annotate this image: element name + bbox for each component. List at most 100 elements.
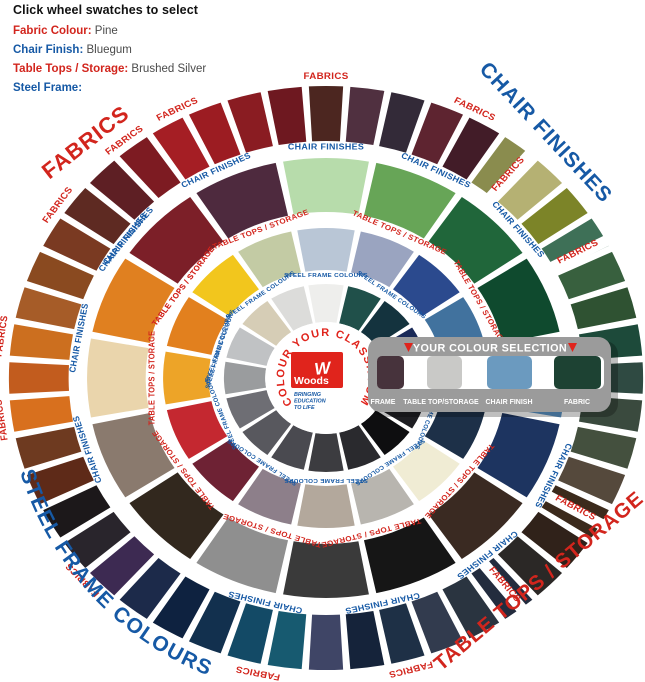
fabrics-swatch-3[interactable] [411, 102, 464, 165]
steel-frame-colours-swatch-15[interactable] [271, 286, 313, 331]
fabrics-swatch-9[interactable] [558, 251, 626, 300]
fabrics-swatch-30[interactable] [89, 536, 155, 596]
chair-finishes-swatch-3[interactable] [477, 258, 560, 344]
fabrics-swatch-5[interactable] [471, 137, 533, 199]
steel-frame-colours-swatch-8[interactable] [308, 433, 344, 473]
fabrics-swatch-14[interactable] [570, 426, 637, 469]
chair-finishes-swatch-13[interactable] [92, 258, 175, 344]
fabrics-swatch-34[interactable] [15, 426, 82, 469]
chair-finishes-swatch-10[interactable] [129, 472, 224, 559]
fabrics-swatch-38[interactable] [15, 287, 82, 330]
tagline-line: TO LIFE [294, 405, 315, 411]
fabrics-swatch-29[interactable] [119, 557, 181, 619]
fabrics-swatch-21[interactable] [411, 591, 464, 654]
fabrics-swatch-15[interactable] [558, 456, 626, 505]
fabrics-swatch-33[interactable] [26, 456, 94, 505]
selection-label: Steel Frame: [13, 82, 83, 94]
fabrics-swatch-39[interactable] [26, 251, 94, 300]
fabrics-swatch-47[interactable] [267, 86, 307, 146]
steel-frame-colours-swatch-2[interactable] [360, 301, 410, 346]
fabrics-swatch-23[interactable] [345, 610, 385, 670]
fabrics-swatch-18[interactable] [497, 536, 563, 596]
chair-finishes-swatch-7[interactable] [363, 517, 456, 594]
chair-finishes-swatch-0[interactable] [283, 157, 369, 215]
fabrics-swatch-28[interactable] [152, 576, 210, 639]
fabrics-swatch-7[interactable] [521, 187, 588, 245]
chair-finishes-swatch-15[interactable] [196, 162, 289, 239]
table-tops-storage-swatch-9[interactable] [238, 468, 301, 525]
fabrics-swatch-2[interactable] [379, 92, 425, 153]
fabrics-swatch-31[interactable] [64, 511, 131, 569]
table-tops-storage-swatch-5[interactable] [424, 401, 486, 459]
steel-frame-colours-swatch-6[interactable] [360, 410, 410, 455]
table-tops-storage-swatch-1[interactable] [351, 231, 414, 288]
fabrics-swatch-32[interactable] [43, 485, 111, 538]
table-tops-storage-swatch-10[interactable] [192, 439, 259, 502]
fabrics-swatch-40[interactable] [43, 218, 111, 271]
fabrics-swatch-17[interactable] [521, 511, 588, 569]
chair-finishes-swatch-8[interactable] [283, 541, 369, 599]
steel-frame-colours-swatch-0[interactable] [308, 283, 344, 323]
table-tops-storage-swatch-8[interactable] [297, 484, 355, 528]
table-tops-storage-swatch-2[interactable] [393, 254, 460, 317]
fabrics-swatch-37[interactable] [9, 324, 74, 360]
fabrics-swatch-43[interactable] [119, 137, 181, 199]
fabrics-swatch-22[interactable] [379, 603, 425, 664]
fabrics-swatch-0[interactable] [308, 86, 344, 142]
fabrics-swatch-4[interactable] [442, 117, 500, 180]
table-tops-storage-swatch-14[interactable] [192, 254, 259, 317]
chair-finishes-swatch-11[interactable] [92, 412, 175, 498]
steel-frame-colours-swatch-12[interactable] [223, 361, 267, 395]
steel-frame-colours-swatch-10[interactable] [242, 410, 292, 455]
steel-frame-colours-swatch-14[interactable] [242, 301, 292, 346]
selection-line-1: Chair Finish: Bluegum [13, 44, 206, 56]
selected-swatch-label: FABRIC [564, 399, 590, 406]
steel-frame-colours-swatch-1[interactable] [339, 286, 381, 331]
fabrics-swatch-41[interactable] [64, 187, 131, 245]
table-tops-storage-swatch-12[interactable] [163, 351, 211, 405]
fabrics-swatch-20[interactable] [442, 576, 500, 639]
woods-logo-mark: W [313, 358, 333, 379]
fabrics-swatch-26[interactable] [227, 603, 273, 664]
chair-finishes-swatch-2[interactable] [428, 197, 523, 284]
instruction-text: Click wheel swatches to select [13, 3, 199, 17]
fabrics-ring-label: FABRICS [0, 315, 10, 358]
fabrics-swatch-27[interactable] [188, 591, 241, 654]
selected-swatch-label: FRAME [371, 399, 396, 406]
fabrics-swatch-46[interactable] [227, 92, 273, 153]
chair-finishes-swatch-6[interactable] [428, 472, 523, 559]
table-tops-storage-swatch-7[interactable] [351, 468, 414, 525]
table-tops-storage-swatch-11[interactable] [166, 401, 228, 459]
fabrics-swatch-8[interactable] [541, 218, 609, 271]
fabrics-swatch-24[interactable] [308, 614, 344, 670]
fabrics-swatch-42[interactable] [89, 160, 155, 220]
fabrics-swatch-35[interactable] [9, 396, 74, 432]
chair-finishes-swatch-5[interactable] [477, 412, 560, 498]
selection-value: Bluegum [83, 44, 132, 56]
fabrics-swatch-44[interactable] [152, 117, 210, 180]
fabrics-swatch-6[interactable] [497, 160, 563, 220]
fabrics-swatch-10[interactable] [570, 287, 637, 330]
chair-finishes-swatch-12[interactable] [87, 338, 149, 418]
table-tops-storage-swatch-0[interactable] [297, 228, 355, 272]
fabrics-ring-label: FABRICS [39, 185, 74, 225]
steel-frame-colours-swatch-9[interactable] [271, 425, 313, 470]
table-tops-storage-swatch-6[interactable] [393, 439, 460, 502]
fabrics-swatch-36[interactable] [8, 362, 69, 394]
steel-frame-colours-swatch-11[interactable] [226, 390, 275, 429]
fabrics-swatch-1[interactable] [345, 86, 385, 146]
selection-lines: Fabric Colour: Pine Chair Finish: Bluegum… [13, 25, 206, 94]
chair-finishes-swatch-14[interactable] [129, 197, 224, 284]
table-tops-storage-ring-label: TABLE TOPS / STORAGE [147, 331, 156, 426]
fabrics-swatch-45[interactable] [188, 102, 241, 165]
chair-finishes-swatch-9[interactable] [196, 517, 289, 594]
fabrics-ring-label: FABRICS [303, 70, 348, 81]
selection-panel: YOUR COLOUR SELECTION FRAME TABLE TOP/STO… [368, 337, 618, 417]
steel-frame-colours-swatch-13[interactable] [226, 327, 275, 366]
chair-finishes-swatch-1[interactable] [363, 162, 456, 239]
table-tops-storage-swatch-15[interactable] [238, 231, 301, 288]
table-tops-storage-swatch-13[interactable] [166, 297, 228, 355]
fabrics-swatch-25[interactable] [267, 610, 307, 670]
steel-frame-colours-swatch-7[interactable] [339, 425, 381, 470]
